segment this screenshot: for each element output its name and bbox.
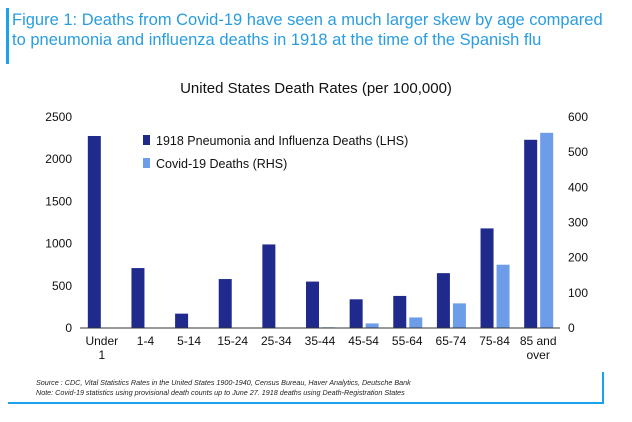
- bar-1918: [306, 281, 319, 328]
- chart-title: United States Death Rates (per 100,000): [180, 80, 452, 97]
- y-right-tick-label: 300: [568, 216, 588, 230]
- legend-label-covid: Covid-19 Deaths (RHS): [156, 157, 287, 171]
- y-left-tick-label: 500: [52, 279, 72, 293]
- y-left-tick-label: 1500: [45, 194, 72, 208]
- y-left-tick-label: 2500: [45, 110, 72, 124]
- figure-title-line-2: to pneumonia and influenza deaths in 191…: [12, 31, 542, 49]
- legend-label-1918: 1918 Pneumonia and Influenza Deaths (LHS…: [156, 134, 408, 148]
- x-tick-label: 45-54: [348, 334, 379, 348]
- y-right-tick-label: 400: [568, 180, 588, 194]
- bar-1918: [131, 268, 145, 328]
- bar-covid: [365, 323, 379, 328]
- y-right-tick-label: 100: [568, 286, 588, 300]
- x-tick-label: 75-84: [479, 334, 510, 348]
- source-line: Source : CDC, Vital Statistics Rates in …: [36, 378, 411, 387]
- y-right-tick-label: 200: [568, 251, 588, 265]
- bar-1918: [393, 295, 407, 328]
- bar-1918: [349, 299, 363, 328]
- header-accent-bar: [6, 8, 9, 64]
- y-right-tick-label: 0: [568, 321, 575, 335]
- x-tick-label: 1-4: [137, 334, 155, 348]
- y-left-tick-label: 2000: [45, 152, 72, 166]
- note-line: Note: Covid-19 statistics using provisio…: [36, 387, 405, 397]
- bar-1918: [262, 244, 276, 328]
- bar-1918: [218, 279, 232, 328]
- bar-1918: [480, 228, 494, 328]
- x-tick-label: 35-44: [305, 334, 336, 348]
- source-note: Source : CDC, Vital Statistics Rates in …: [36, 378, 411, 397]
- bar-1918: [87, 135, 101, 328]
- y-left-tick-label: 0: [65, 321, 72, 335]
- figure-title-line-1: Figure 1: Deaths from Covid-19 have seen…: [12, 11, 603, 29]
- bar-covid: [540, 132, 554, 328]
- x-tick-label: 65-74: [436, 334, 467, 348]
- bar-1918: [436, 273, 450, 328]
- figure-title: Figure 1: Deaths from Covid-19 have seen…: [12, 10, 622, 50]
- y-right-tick-label: 600: [568, 110, 588, 124]
- bar-1918: [524, 139, 538, 328]
- bar-covid: [409, 317, 423, 328]
- x-tick-label: 25-34: [261, 334, 292, 348]
- legend-swatch-1918: [143, 135, 150, 145]
- x-tick-label: 85 and over: [520, 334, 557, 362]
- bar-covid: [452, 303, 466, 328]
- y-right-tick-label: 500: [568, 145, 588, 159]
- x-tick-label: 15-24: [217, 334, 248, 348]
- bar-1918: [175, 313, 189, 328]
- x-tick-label: 5-14: [177, 334, 201, 348]
- bar-covid: [496, 264, 510, 328]
- x-tick-label: Under 1: [85, 334, 118, 362]
- frame-bottom-accent: [8, 402, 604, 404]
- y-left-tick-label: 1000: [45, 237, 72, 251]
- x-tick-label: 55-64: [392, 334, 423, 348]
- legend-swatch-covid: [143, 158, 150, 168]
- frame-right-accent: [602, 372, 604, 402]
